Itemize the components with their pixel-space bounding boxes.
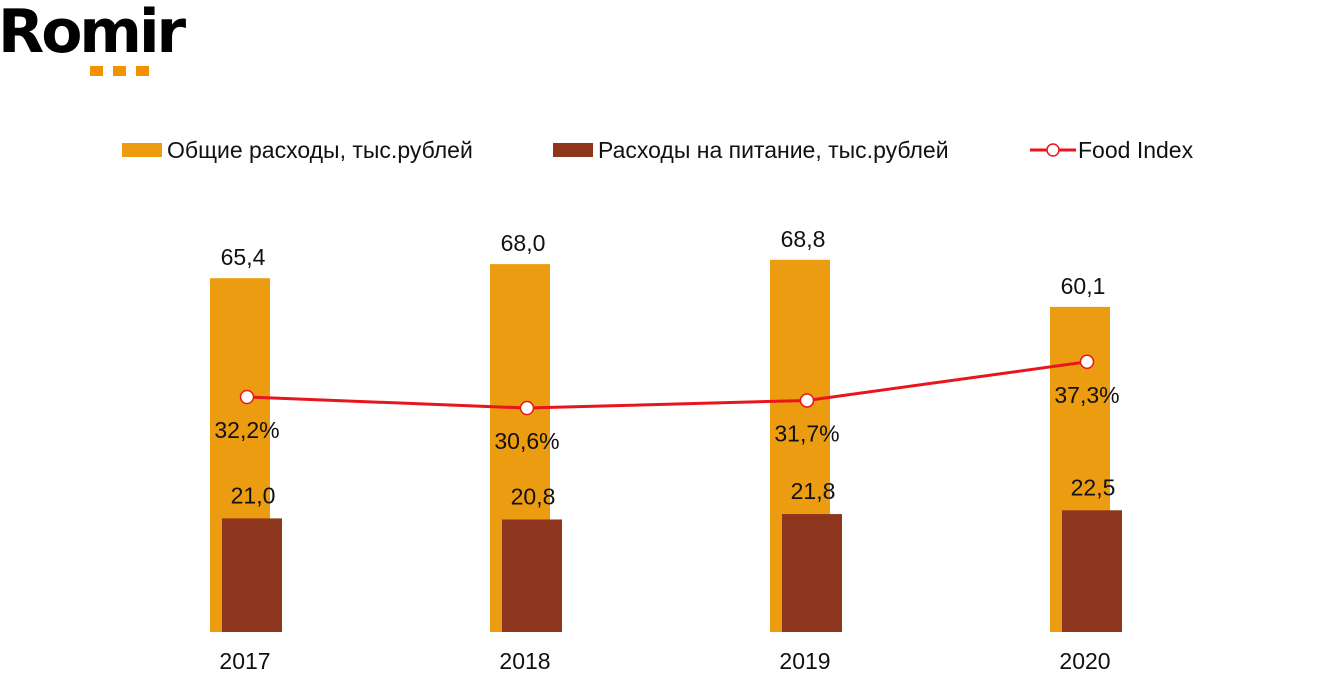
legend-item-food-index: Food Index [1030, 134, 1193, 166]
legend-swatch-food-index [1030, 143, 1076, 157]
food-index-point [519, 400, 535, 416]
food-index-line [246, 360, 1088, 410]
legend-item-total: Общие расходы, тыс.рублей [122, 134, 473, 166]
data-label-food: 21,8 [791, 478, 836, 504]
logo-dot [136, 66, 149, 76]
legend-swatch-total [122, 143, 162, 157]
legend-label-total: Общие расходы, тыс.рублей [167, 136, 473, 163]
food-index-point [239, 389, 255, 405]
data-label-food-index: 30,6% [494, 428, 559, 454]
bar-food [222, 518, 282, 632]
romir-logo: Romir [0, 0, 220, 90]
x-tick-label: 2017 [219, 648, 270, 674]
x-tick-label: 2019 [779, 648, 830, 674]
bar-food [1062, 510, 1122, 632]
data-label-food-index: 32,2% [214, 417, 279, 443]
legend-label-food: Расходы на питание, тыс.рублей [598, 136, 949, 163]
data-label-food: 20,8 [511, 483, 556, 509]
logo-dot [113, 66, 126, 76]
data-label-food: 21,0 [231, 482, 276, 508]
data-label-total: 68,8 [781, 226, 826, 252]
food-index-point [799, 393, 815, 408]
data-label-total: 68,0 [501, 230, 546, 256]
logo-dot [90, 66, 103, 76]
data-label-food-index: 37,3% [1054, 382, 1119, 408]
food-index-point [1079, 354, 1095, 370]
chart-legend: Общие расходы, тыс.рублей Расходы на пит… [0, 134, 1317, 168]
legend-item-food: Расходы на питание, тыс.рублей [553, 134, 949, 166]
legend-swatch-food [553, 143, 593, 157]
x-tick-label: 2018 [499, 648, 550, 674]
data-label-food: 22,5 [1071, 474, 1116, 500]
data-label-total: 65,4 [221, 244, 266, 270]
logo-wordmark: Romir [0, 0, 186, 67]
bar-food [782, 514, 842, 632]
data-label-food-index: 31,7% [774, 420, 839, 446]
data-label-total: 60,1 [1061, 273, 1106, 299]
legend-label-food-index: Food Index [1078, 136, 1194, 163]
x-tick-label: 2020 [1059, 648, 1110, 674]
bar-food [502, 519, 562, 632]
